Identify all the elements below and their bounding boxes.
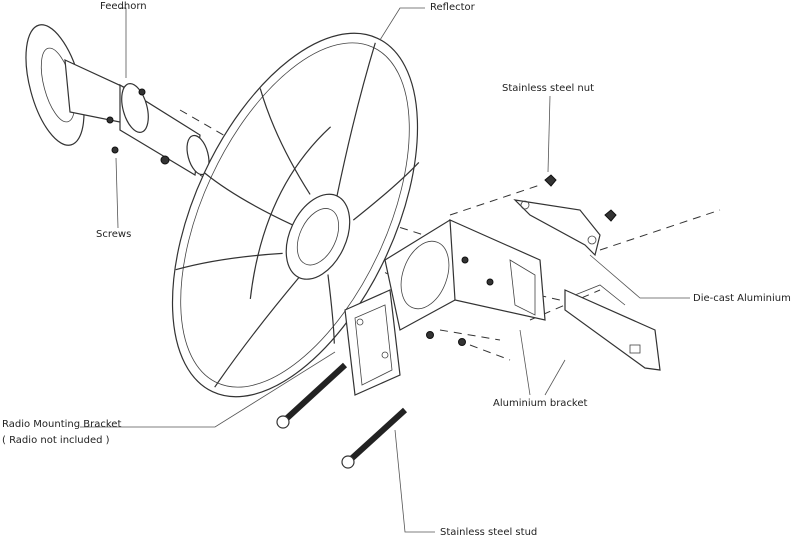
stainless-steel-studs [276, 362, 408, 469]
label: Aluminium bracket [493, 398, 588, 409]
leader-lines [80, 7, 690, 533]
label: Reflector [430, 2, 476, 13]
label: Screws [96, 229, 131, 240]
label: Stainless steel stud [440, 527, 537, 538]
label: Feedhorn [100, 1, 147, 12]
radio-mounting-bracket [344, 289, 401, 396]
feedhorn [25, 24, 210, 176]
reflector [171, 32, 420, 398]
aluminium-bracket [384, 219, 546, 346]
label: Die-cast Aluminium [693, 293, 791, 304]
label: ( Radio not included ) [2, 435, 110, 446]
label: Radio Mounting Bracket [2, 419, 121, 430]
die-cast-aluminium [513, 174, 661, 371]
label: Stainless steel nut [502, 83, 594, 94]
